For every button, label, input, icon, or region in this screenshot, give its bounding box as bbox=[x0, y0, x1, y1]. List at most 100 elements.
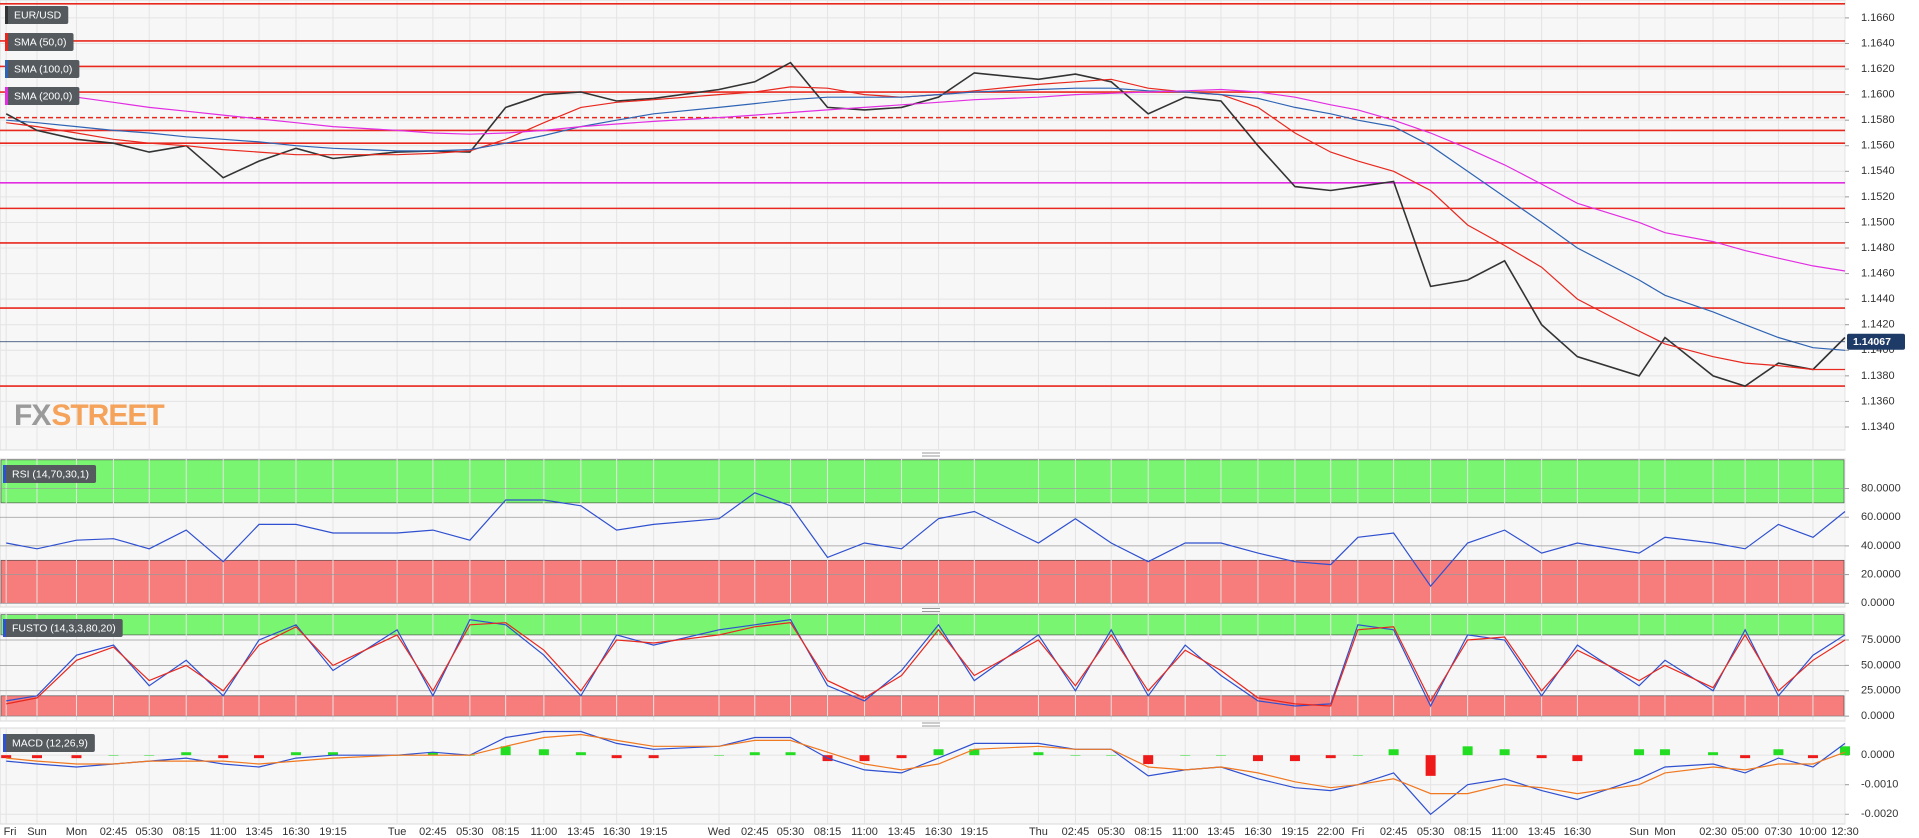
x-tick-label: 16:30 bbox=[603, 826, 631, 838]
x-tick-label: 13:45 bbox=[567, 826, 595, 838]
y-tick-label: 1.1540 bbox=[1861, 165, 1895, 177]
x-tick-label: 08:15 bbox=[1134, 826, 1162, 838]
x-tick-label: 08:15 bbox=[492, 826, 520, 838]
histogram-bar bbox=[253, 755, 264, 759]
y-tick-label: 1.1620 bbox=[1861, 63, 1895, 75]
histogram-bar bbox=[1070, 755, 1081, 756]
x-tick-label: Sun bbox=[1629, 826, 1649, 838]
x-tick-label: 19:15 bbox=[961, 826, 989, 838]
legend-label: SMA (200,0) bbox=[14, 90, 72, 102]
y-tick-label: 80.0000 bbox=[1861, 482, 1901, 494]
histogram-bar bbox=[785, 752, 796, 756]
y-tick-label: 1.1500 bbox=[1861, 216, 1895, 228]
y-tick-label: 1.1360 bbox=[1861, 395, 1895, 407]
histogram-bar bbox=[1352, 755, 1363, 756]
x-tick-label: 02:45 bbox=[100, 826, 128, 838]
x-tick-label: Mon bbox=[66, 826, 87, 838]
last-price-label: 1.14067 bbox=[1853, 336, 1891, 348]
y-tick-label: 0.0000 bbox=[1861, 749, 1895, 761]
histogram-bar bbox=[1634, 749, 1645, 756]
histogram-bar bbox=[1659, 749, 1670, 756]
legend-box bbox=[5, 87, 80, 105]
zone bbox=[0, 559, 1845, 604]
histogram-bar bbox=[538, 749, 549, 756]
x-tick-label: 05:30 bbox=[1097, 826, 1125, 838]
x-tick-label: 05:30 bbox=[135, 826, 163, 838]
histogram-bar bbox=[144, 755, 155, 756]
histogram-bar bbox=[1425, 755, 1436, 776]
histogram-bar bbox=[31, 755, 42, 759]
x-tick-label: 19:15 bbox=[1281, 826, 1309, 838]
y-tick-label: 1.1480 bbox=[1861, 242, 1895, 254]
histogram-bar bbox=[218, 755, 229, 759]
histogram-bar bbox=[575, 752, 586, 756]
x-tick-label: 13:45 bbox=[245, 826, 273, 838]
legend-box bbox=[3, 734, 95, 752]
histogram-bar bbox=[181, 752, 192, 756]
histogram-bar bbox=[933, 749, 944, 756]
histogram-bar bbox=[1289, 755, 1300, 762]
histogram-bar bbox=[1462, 746, 1473, 756]
legend-swatch bbox=[5, 87, 8, 105]
zone bbox=[0, 695, 1845, 717]
x-tick-label: 07:30 bbox=[1765, 826, 1793, 838]
legend-swatch bbox=[3, 734, 6, 752]
series-line bbox=[5, 61, 1846, 387]
y-tick-label: 1.1660 bbox=[1861, 12, 1895, 24]
x-tick-label: 05:30 bbox=[1417, 826, 1445, 838]
histogram-bar bbox=[896, 755, 907, 759]
histogram-bar bbox=[1740, 755, 1751, 759]
y-tick-label: 1.1440 bbox=[1861, 293, 1895, 305]
legend-label: SMA (100,0) bbox=[14, 63, 72, 75]
plot-area bbox=[0, 727, 1846, 825]
legend-swatch bbox=[5, 6, 8, 24]
x-tick-label: 11:00 bbox=[1491, 826, 1518, 838]
x-tick-label: 08:15 bbox=[1454, 826, 1482, 838]
y-tick-label: 1.1560 bbox=[1861, 140, 1895, 152]
x-tick-label: 02:45 bbox=[741, 826, 769, 838]
histogram-bar bbox=[1773, 749, 1784, 756]
y-tick-label: 1.1460 bbox=[1861, 267, 1895, 279]
x-tick-label: 12:30 bbox=[1831, 826, 1859, 838]
x-tick-label: Fri bbox=[4, 826, 17, 838]
histogram-bar bbox=[1143, 755, 1154, 765]
legend-label: SMA (50,0) bbox=[14, 36, 67, 48]
histogram-bar bbox=[1215, 755, 1226, 756]
y-tick-label: 0.0000 bbox=[1861, 597, 1895, 609]
plot-area bbox=[0, 0, 1846, 451]
histogram-bar bbox=[108, 755, 119, 756]
x-tick-label: 02:30 bbox=[1699, 826, 1727, 838]
legend-box bbox=[5, 60, 80, 78]
x-tick-label: 08:15 bbox=[814, 826, 842, 838]
histogram-bar bbox=[290, 752, 301, 756]
legend-box bbox=[5, 6, 69, 24]
x-tick-label: 11:00 bbox=[210, 826, 237, 838]
legend-box bbox=[3, 619, 123, 637]
x-tick-label: 02:45 bbox=[1380, 826, 1408, 838]
y-tick-label: 40.0000 bbox=[1861, 540, 1901, 552]
histogram-bar bbox=[327, 752, 338, 756]
histogram-bar bbox=[1325, 755, 1336, 759]
y-tick-label: 1.1420 bbox=[1861, 319, 1895, 331]
histogram-bar bbox=[1536, 755, 1547, 759]
y-tick-label: 20.0000 bbox=[1861, 568, 1901, 580]
histogram-bar bbox=[1840, 746, 1851, 756]
last-price-box bbox=[1847, 333, 1905, 350]
y-tick-label: 1.1380 bbox=[1861, 370, 1895, 382]
y-tick-label: 1.1580 bbox=[1861, 114, 1895, 126]
legend-item: MACD (12,26,9) bbox=[3, 734, 95, 752]
x-tick-label: 22:00 bbox=[1317, 826, 1345, 838]
histogram-bar bbox=[714, 755, 725, 756]
x-tick-label: 08:15 bbox=[172, 826, 200, 838]
histogram-bar bbox=[648, 755, 659, 759]
zone bbox=[0, 459, 1845, 504]
x-tick-label: 16:30 bbox=[282, 826, 310, 838]
x-tick-label: Thu bbox=[1029, 826, 1048, 838]
histogram-bar bbox=[1708, 752, 1719, 756]
watermark: FX bbox=[14, 399, 51, 432]
histogram-bar bbox=[969, 749, 980, 756]
x-tick-label: 02:45 bbox=[419, 826, 447, 838]
histogram-bar bbox=[1180, 755, 1191, 756]
